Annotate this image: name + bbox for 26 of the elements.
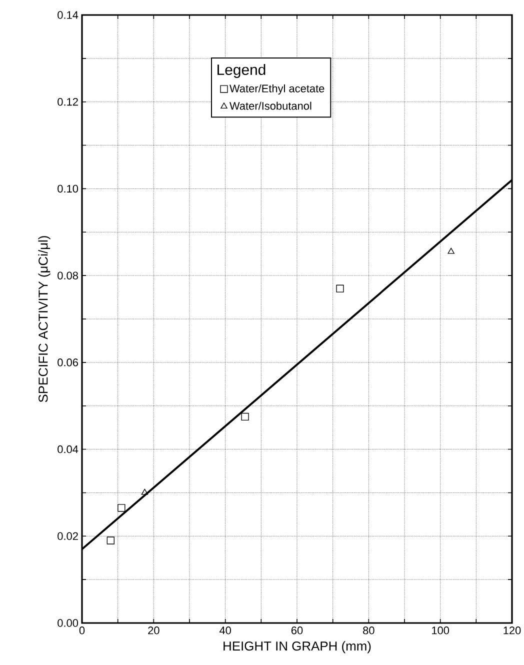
- x-axis-title: HEIGHT IN GRAPH (mm): [224, 641, 371, 654]
- y-tick-label: 0.12: [58, 98, 78, 106]
- point: [241, 412, 249, 421]
- point: [118, 504, 126, 512]
- x-tick-label: 80: [363, 626, 374, 634]
- legend-label: Water/Ethyl acetate: [230, 84, 324, 95]
- legend-title: Legend: [218, 64, 266, 78]
- x-tick-label: 0: [79, 626, 85, 634]
- point: [141, 488, 148, 495]
- point: [448, 248, 454, 254]
- y-tick-label: 0.14: [58, 11, 78, 19]
- y-tick-label: 0.08: [58, 272, 78, 280]
- y-tick-label: 0.04: [58, 445, 78, 454]
- y-tick-label: 0.10: [58, 184, 78, 193]
- y-axis-title: SPECIFIC ACTIVITY (μCi/μl): [38, 236, 50, 402]
- x-tick-label: 60: [291, 626, 303, 634]
- x-tick-label: 20: [148, 626, 160, 634]
- legend-label: Water/Isobutanol: [230, 102, 312, 110]
- x-tick-label: 120: [504, 626, 521, 634]
- point: [336, 284, 344, 292]
- y-tick-label: 0.02: [58, 532, 78, 540]
- y-tick-label: 0.00: [58, 619, 78, 627]
- x-tick-label: 40: [219, 626, 231, 634]
- y-tick-label: 0.06: [58, 358, 78, 366]
- point: [106, 536, 114, 544]
- x-tick-label: 100: [432, 626, 450, 634]
